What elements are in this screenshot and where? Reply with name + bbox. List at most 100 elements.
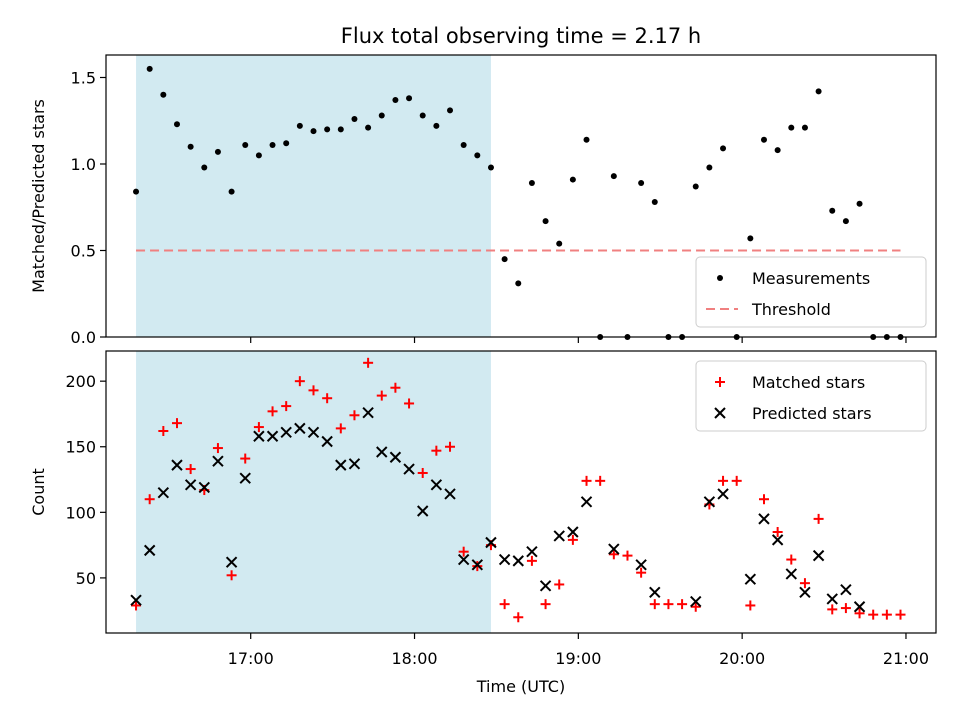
matched-point xyxy=(131,600,142,611)
measurement-point xyxy=(542,218,549,225)
predicted-point xyxy=(198,481,210,494)
matched-point xyxy=(649,599,660,610)
measurement-point xyxy=(501,256,508,263)
measurement-point xyxy=(351,116,358,123)
predicted-point xyxy=(389,451,402,463)
y-tick-label: 0.0 xyxy=(71,328,96,347)
predicted-point xyxy=(212,455,224,467)
measurement-point xyxy=(283,140,290,147)
measurement-point xyxy=(692,183,699,190)
measurement-point xyxy=(747,235,754,242)
matched-point xyxy=(895,609,906,620)
predicted-point xyxy=(526,545,538,558)
predicted-point xyxy=(812,549,825,562)
predicted-point xyxy=(294,422,306,435)
legend-label: Measurements xyxy=(752,269,870,288)
predicted-point xyxy=(444,488,456,500)
matched-point xyxy=(349,410,360,421)
measurement-point xyxy=(296,122,303,129)
predicted-point xyxy=(403,463,415,475)
measurement-point xyxy=(556,240,563,247)
predicted-point xyxy=(471,559,484,571)
x-tick-label: 17:00 xyxy=(228,649,274,668)
measurement-point xyxy=(378,112,385,119)
y-tick-label: 1.0 xyxy=(71,155,96,174)
predicted-point xyxy=(253,430,265,442)
matched-point xyxy=(663,599,674,610)
matched-point xyxy=(294,376,305,387)
predicted-point xyxy=(417,505,429,517)
matched-point xyxy=(267,406,278,417)
predicted-point xyxy=(184,479,197,491)
x-tick-label: 21:00 xyxy=(883,649,929,668)
matched-point xyxy=(513,612,524,623)
matched-point xyxy=(718,475,729,486)
matched-point xyxy=(868,609,879,620)
matched-point xyxy=(253,422,264,433)
matched-point xyxy=(458,546,469,557)
measurement-point xyxy=(528,180,535,187)
matched-point xyxy=(758,494,769,505)
measurement-point xyxy=(788,124,795,131)
predicted-point xyxy=(143,544,156,557)
matched-point xyxy=(363,357,374,368)
measurement-point xyxy=(651,199,658,206)
predicted-point xyxy=(266,430,279,442)
matched-point xyxy=(554,579,565,590)
x-tick-label: 19:00 xyxy=(555,649,601,668)
measurement-point xyxy=(487,164,494,171)
predicted-point xyxy=(307,426,320,439)
bottom-panel-counts: 50 100 150 200 17:00 18:00 19:00 20:00 21:00 Coun… xyxy=(29,350,937,668)
matched-point xyxy=(731,475,742,486)
legend-label: Matched stars xyxy=(752,373,865,392)
legend-box xyxy=(695,256,927,328)
predicted-point xyxy=(799,586,811,599)
measurement-point xyxy=(146,65,153,72)
measurement-point xyxy=(760,136,767,143)
matched-point xyxy=(431,445,442,456)
measurement-point xyxy=(474,152,481,159)
measurement-point xyxy=(774,147,781,154)
top-axes-frame xyxy=(105,54,937,338)
measurement-point xyxy=(255,152,262,159)
chart-title: Flux total observing time = 2.17 h xyxy=(341,24,701,48)
measurement-point xyxy=(187,143,194,150)
measurement-point xyxy=(133,188,140,195)
legend-marker-matched xyxy=(715,377,725,387)
measurement-point xyxy=(720,145,727,152)
matched-point xyxy=(185,464,196,475)
predicted-point xyxy=(157,486,170,499)
matched-point xyxy=(281,401,292,412)
bottom-series-2 xyxy=(130,406,866,613)
predicted-point xyxy=(512,555,524,567)
measurement-point xyxy=(829,207,836,214)
matched-point xyxy=(881,609,892,620)
y-tick-label: 150 xyxy=(65,438,96,457)
bottom-legend: Matched stars Predicted stars xyxy=(695,360,927,432)
measurement-point xyxy=(515,280,522,287)
measurement-point xyxy=(433,122,440,129)
measurement-point xyxy=(337,126,344,133)
measurement-point xyxy=(242,141,249,148)
matched-point xyxy=(445,441,456,452)
y-tick-label: 0.5 xyxy=(71,241,96,260)
predicted-point xyxy=(853,601,866,613)
measurement-point xyxy=(638,180,645,187)
matched-point xyxy=(390,382,401,393)
matched-point xyxy=(854,608,865,619)
measurement-point xyxy=(214,148,221,155)
measurement-point xyxy=(583,136,590,143)
bottom-y-axis-label: Count xyxy=(29,468,48,516)
y-tick-label: 1.5 xyxy=(71,68,96,87)
matched-point xyxy=(567,534,578,545)
measurement-point xyxy=(801,124,808,131)
predicted-point xyxy=(362,406,374,419)
predicted-point xyxy=(649,586,661,599)
measurement-point xyxy=(392,96,399,103)
matched-point xyxy=(827,604,838,615)
matched-point xyxy=(158,426,169,437)
measurement-point xyxy=(173,121,180,128)
matched-point xyxy=(772,527,783,538)
legend-label: Threshold xyxy=(751,300,831,319)
legend-box xyxy=(695,360,927,432)
